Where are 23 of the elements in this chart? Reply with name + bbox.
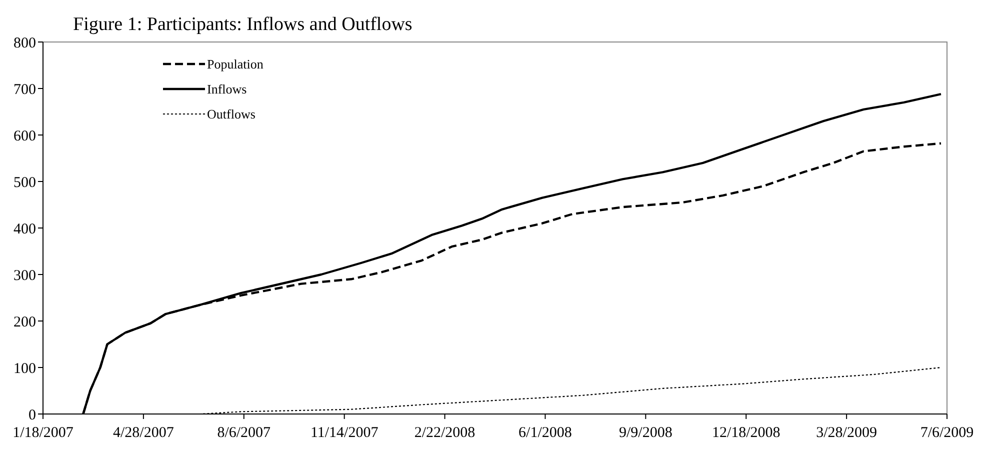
y-tick-label: 300 [14, 268, 36, 284]
y-tick-label: 200 [14, 314, 36, 330]
x-tick-label: 3/28/2009 [816, 425, 877, 441]
x-tick-label: 6/1/2008 [518, 425, 572, 441]
y-tick-label: 500 [14, 174, 36, 191]
y-tick-label: 600 [14, 128, 36, 144]
x-tick-label: 8/6/2007 [217, 425, 272, 441]
x-tick-label: 9/9/2008 [618, 425, 672, 441]
x-tick-label: 2/22/2008 [414, 425, 476, 441]
chart-title: Figure 1: Participants: Inflows and Outflows [73, 14, 412, 35]
legend-label: Population [207, 56, 264, 72]
y-tick-label: 100 [14, 360, 36, 377]
x-tick-label: 7/6/2009 [920, 425, 974, 441]
x-tick-label: 11/14/2007 [310, 425, 379, 441]
y-tick-label: 0 [28, 407, 36, 424]
y-tick-label: 700 [14, 82, 36, 98]
y-tick-label: 400 [14, 221, 36, 238]
legend-label: Outflows [207, 106, 256, 122]
x-tick-label: 4/28/2007 [113, 425, 174, 441]
legend-label: Inflows [207, 82, 247, 97]
x-tick-label: 1/18/2007 [12, 425, 74, 441]
y-tick-label: 800 [14, 35, 36, 52]
x-tick-label: 12/18/2008 [712, 425, 780, 441]
